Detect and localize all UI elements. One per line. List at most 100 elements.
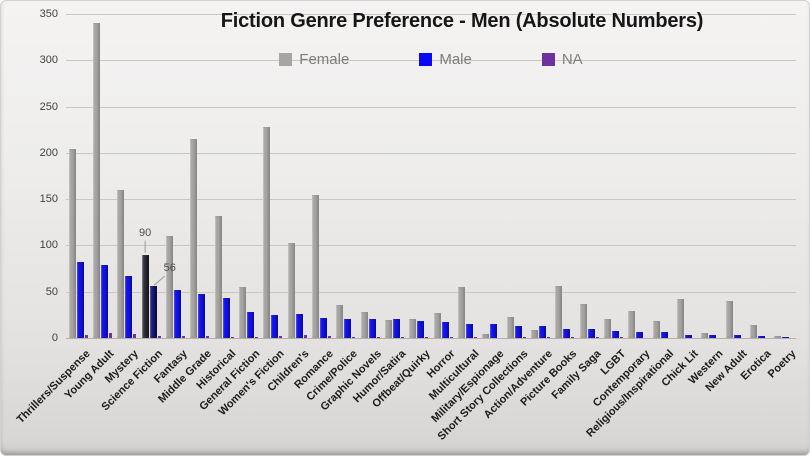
bar-na[interactable] [133, 334, 137, 338]
bar-female[interactable] [287, 243, 295, 338]
bar-male[interactable] [417, 321, 425, 338]
bar-male-highlighted[interactable] [149, 286, 157, 338]
bar-female[interactable] [336, 305, 344, 338]
bar-male[interactable] [757, 336, 765, 338]
bar-male[interactable] [173, 290, 181, 338]
bar-female[interactable] [68, 149, 76, 338]
bar-na[interactable] [157, 336, 161, 338]
category-bar-group [163, 14, 187, 338]
bar-na[interactable] [595, 337, 599, 338]
bar-male[interactable] [319, 318, 327, 338]
bar-female-highlighted[interactable] [141, 255, 149, 338]
bar-female[interactable] [701, 333, 709, 338]
bar-male[interactable] [392, 319, 400, 338]
bar-female[interactable] [92, 23, 100, 338]
bar-na[interactable] [181, 336, 185, 338]
legend-item-male[interactable]: Male [419, 51, 472, 68]
bar-female[interactable] [311, 195, 319, 338]
gridline [66, 106, 796, 108]
bar-na[interactable] [303, 335, 307, 338]
bar-male[interactable] [587, 329, 595, 338]
bar-na[interactable] [473, 337, 477, 338]
bar-na[interactable] [108, 333, 112, 338]
bar-na[interactable] [254, 337, 258, 338]
bar-na[interactable] [376, 337, 380, 338]
bar-male[interactable] [100, 265, 108, 338]
bar-male[interactable] [125, 276, 133, 338]
gridline [66, 338, 796, 339]
bar-na[interactable] [206, 336, 210, 338]
bar-na[interactable] [619, 337, 623, 338]
bar-female[interactable] [384, 320, 392, 338]
bar-na[interactable] [400, 337, 404, 338]
bar-male[interactable] [611, 331, 619, 338]
gridline [66, 199, 796, 201]
bar-female[interactable] [725, 301, 733, 338]
bar-female[interactable] [457, 287, 465, 338]
category-bar-group [66, 14, 90, 338]
bar-na[interactable] [327, 336, 331, 338]
legend-label-na: NA [561, 51, 583, 68]
bar-female[interactable] [238, 287, 246, 338]
bar-male[interactable] [782, 337, 790, 338]
bar-female[interactable] [117, 190, 125, 338]
bar-female[interactable] [530, 330, 538, 338]
bar-male[interactable] [465, 324, 473, 338]
bar-na[interactable] [425, 337, 429, 338]
bar-na[interactable] [546, 337, 550, 338]
bar-female[interactable] [360, 312, 368, 338]
bar-male[interactable] [441, 322, 449, 338]
bar-female[interactable] [555, 286, 563, 338]
bar-male[interactable] [271, 315, 279, 338]
bar-female[interactable] [579, 304, 587, 338]
bar-male[interactable] [222, 298, 230, 338]
bar-male[interactable] [538, 326, 546, 338]
bar-na[interactable] [522, 337, 526, 338]
category-bar-group [553, 14, 577, 338]
bar-na[interactable] [571, 337, 575, 338]
bar-na[interactable] [352, 337, 356, 338]
bar-male[interactable] [76, 262, 84, 338]
category-bar-group [455, 14, 479, 338]
category-bar-group [261, 14, 285, 338]
bar-female[interactable] [628, 311, 636, 338]
y-axis-tick-label: 150 [39, 193, 58, 206]
bar-female[interactable] [190, 139, 198, 338]
category-bar-group [528, 14, 552, 338]
bar-female[interactable] [263, 127, 271, 338]
bar-female[interactable] [749, 325, 757, 338]
bar-female[interactable] [506, 317, 514, 338]
bar-male[interactable] [344, 319, 352, 338]
bar-male[interactable] [368, 319, 376, 338]
bar-male[interactable] [563, 329, 571, 338]
bar-na[interactable] [449, 337, 453, 338]
bar-female[interactable] [603, 319, 611, 338]
bar-male[interactable] [514, 326, 522, 338]
bar-female[interactable] [409, 319, 417, 338]
bar-male[interactable] [660, 332, 668, 338]
bar-male[interactable] [636, 332, 644, 338]
bar-na[interactable] [84, 335, 88, 338]
bar-female[interactable] [676, 299, 684, 338]
category-bar-group [236, 14, 260, 338]
bar-male[interactable] [295, 314, 303, 338]
na-swatch-icon [541, 53, 555, 66]
bar-female[interactable] [482, 334, 490, 338]
bars-layer [66, 14, 796, 338]
category-bar-group [382, 14, 406, 338]
bar-male[interactable] [709, 335, 717, 338]
bar-male[interactable] [246, 312, 254, 338]
bar-male[interactable] [733, 335, 741, 338]
bar-na[interactable] [279, 336, 283, 338]
bar-na[interactable] [230, 337, 234, 338]
bar-female[interactable] [774, 336, 782, 338]
legend-item-female[interactable]: Female [279, 51, 349, 68]
bar-female[interactable] [214, 216, 222, 338]
bar-female[interactable] [652, 321, 660, 338]
bar-male[interactable] [684, 335, 692, 338]
bar-male[interactable] [198, 294, 206, 338]
bar-female[interactable] [433, 313, 441, 338]
bar-male[interactable] [490, 324, 498, 338]
bar-female[interactable] [165, 236, 173, 338]
legend-item-na[interactable]: NA [541, 51, 583, 68]
